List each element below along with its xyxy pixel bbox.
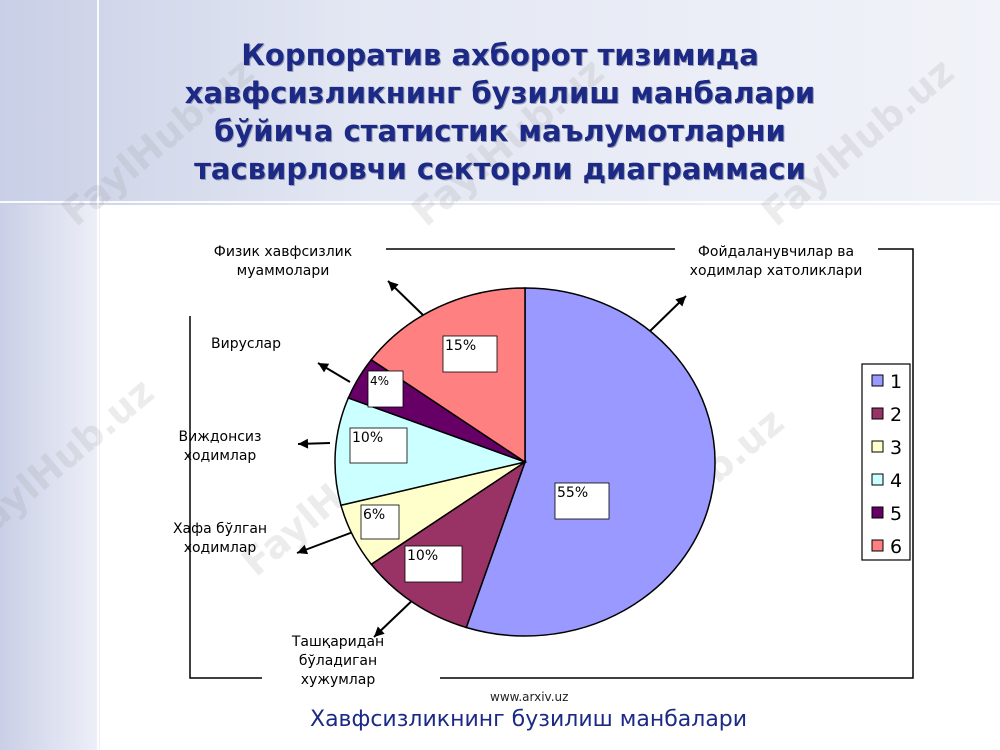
legend-label: 3 <box>890 437 902 459</box>
data-label-box <box>554 482 610 520</box>
data-label-box <box>349 427 408 464</box>
arrow-head <box>297 544 309 555</box>
frame-line <box>189 316 262 679</box>
header-band <box>0 0 1000 205</box>
annotation-label: Ташқаридан бўладиган хужумлар <box>291 634 385 688</box>
divider-horizontal <box>0 201 1000 203</box>
data-label-box <box>442 335 498 373</box>
legend-swatch <box>871 539 884 552</box>
annotation-label: Физик хавфсизлик муаммолари <box>213 244 353 279</box>
legend-swatch <box>871 407 884 420</box>
legend-swatch <box>871 473 884 486</box>
arrow-head <box>318 363 330 373</box>
annotation-label: Вируслар <box>211 336 281 352</box>
data-label-box <box>360 504 400 540</box>
data-label-box <box>404 545 463 583</box>
pie-slices <box>334 287 716 637</box>
data-label: 10% <box>407 548 438 564</box>
legend-swatch <box>871 506 884 519</box>
data-label-box <box>367 370 404 408</box>
pie-slice-2 <box>370 460 527 629</box>
annotation-label: Хафа бўлган ходимлар <box>172 521 268 556</box>
arrow-head <box>675 296 686 307</box>
left-band <box>0 205 100 750</box>
data-label: 6% <box>363 507 385 523</box>
pie-slice-1 <box>465 287 716 637</box>
legend-label: 1 <box>890 371 902 393</box>
data-label: 10% <box>352 430 383 446</box>
data-label: 55% <box>557 485 588 501</box>
pie-slice-4 <box>334 397 528 507</box>
frame-line <box>440 248 914 679</box>
legend-label: 5 <box>890 503 902 525</box>
arrow-head <box>374 626 385 637</box>
chart-caption: Хавфсизликнинг бузилиш манбалари <box>310 707 748 732</box>
chart-legend: 1 2 3 4 5 6 <box>861 363 911 561</box>
data-labels: 55% 10% 6% 10% 4% 15% <box>349 335 610 583</box>
legend-label: 4 <box>890 470 902 492</box>
annotation-label: Фойдаланувчилар ва ходимлар хатоликлари <box>689 244 863 279</box>
legend-label: 2 <box>890 404 902 426</box>
chart-frame <box>189 248 914 679</box>
arrow-head <box>388 281 399 292</box>
pie-slice-6 <box>370 287 526 464</box>
annotation-label: Виждонсиз ходимлар <box>178 429 262 464</box>
legend-swatch <box>871 440 884 453</box>
divider-vertical <box>97 0 99 750</box>
legend-box <box>861 363 911 561</box>
legend-swatch <box>871 374 884 387</box>
data-label: 15% <box>445 338 476 354</box>
data-label: 4% <box>370 374 389 388</box>
page-title: Корпоратив ахборот тизимида хавфсизликни… <box>184 38 816 186</box>
source-credit: www.arxiv.uz <box>490 690 569 704</box>
arrow-head <box>298 438 309 449</box>
legend-label: 6 <box>890 536 902 558</box>
